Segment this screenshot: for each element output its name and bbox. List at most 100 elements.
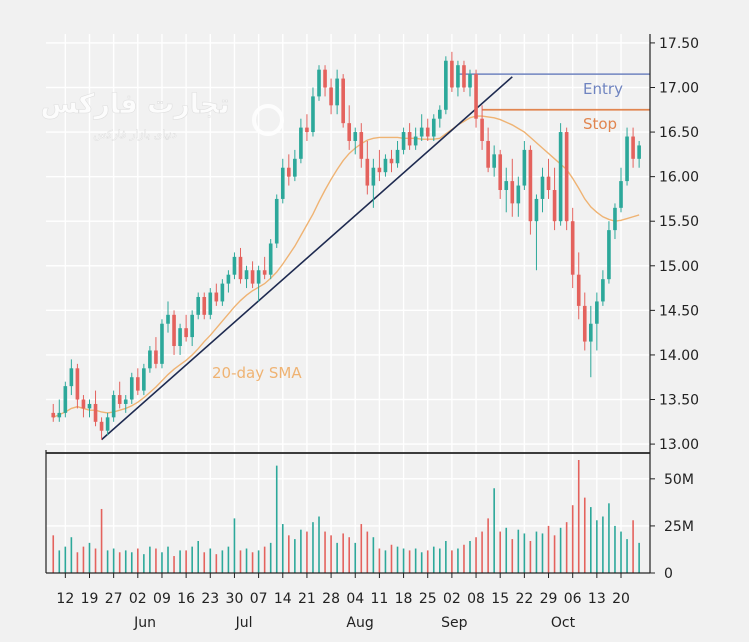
candle <box>323 65 327 97</box>
candle <box>492 145 496 177</box>
x-month-label: Sep <box>441 615 468 631</box>
x-day-label: 29 <box>540 591 558 607</box>
volume-bars <box>52 460 640 573</box>
candle-body <box>57 412 62 418</box>
candle <box>286 154 291 186</box>
candle-body <box>87 403 92 409</box>
price-tick-label: 13.00 <box>659 437 699 453</box>
candle <box>75 363 80 409</box>
axes <box>45 34 655 578</box>
candle-body <box>286 167 291 177</box>
candle-body <box>510 181 515 204</box>
candle <box>395 140 400 168</box>
candle <box>57 399 62 422</box>
candle-body <box>613 207 617 231</box>
sma-label: 20-day SMA <box>212 364 302 382</box>
candle-body <box>389 158 394 164</box>
candle <box>293 149 297 182</box>
candle <box>504 167 509 213</box>
candle <box>413 127 418 150</box>
sma-line <box>52 115 640 418</box>
watermark: تجارت فارکس دنیای بازار فارکس <box>40 89 284 141</box>
x-day-label: 13 <box>588 591 606 607</box>
candle-body <box>450 60 454 88</box>
price-tick-label: 14.00 <box>659 348 699 364</box>
x-day-label: 23 <box>201 591 219 607</box>
candle <box>232 252 237 280</box>
candle <box>450 51 454 92</box>
volume-tick-label: 25M <box>664 519 694 535</box>
candle-body <box>190 314 194 338</box>
x-day-label: 12 <box>56 591 74 607</box>
candle <box>184 314 188 342</box>
candle-body <box>311 96 315 133</box>
candle <box>329 78 333 115</box>
candle-body <box>238 256 243 280</box>
candle-body <box>564 132 569 222</box>
candle-body <box>588 323 593 342</box>
candle-body <box>607 230 611 280</box>
candle <box>299 118 303 164</box>
x-day-label: 04 <box>346 591 364 607</box>
candle-body <box>317 69 321 97</box>
candle-body <box>63 386 68 413</box>
candle-body <box>431 118 436 137</box>
x-day-label: 20 <box>612 591 630 607</box>
candle-body <box>202 296 207 315</box>
candle-body <box>244 270 249 280</box>
candle <box>359 123 364 168</box>
entry-label: Entry <box>583 80 623 98</box>
candle <box>353 127 358 155</box>
candle <box>637 140 641 168</box>
candle <box>214 283 219 306</box>
candle-body <box>341 78 345 124</box>
candle-body <box>166 314 170 324</box>
candle <box>280 158 285 204</box>
candle-body <box>280 167 285 199</box>
candle <box>317 65 321 101</box>
candle <box>196 292 201 320</box>
x-month-label: Jul <box>235 615 253 631</box>
candle <box>256 265 261 302</box>
x-day-label: 09 <box>153 591 171 607</box>
candle <box>595 292 599 351</box>
candle-body <box>413 136 418 146</box>
candle-body <box>498 154 503 191</box>
candle <box>347 105 352 150</box>
candle-body <box>208 292 213 315</box>
x-day-label: 18 <box>395 591 413 607</box>
price-tick-label: 13.50 <box>659 393 699 409</box>
candle-body <box>51 412 56 418</box>
x-day-label: 19 <box>81 591 99 607</box>
candle <box>220 279 225 306</box>
candle-body <box>123 399 128 404</box>
candle-body <box>425 127 430 137</box>
x-day-label: 27 <box>105 591 123 607</box>
candle-body <box>462 65 466 88</box>
candle <box>419 114 424 141</box>
candle-body <box>347 123 352 141</box>
candle <box>81 395 86 418</box>
candle <box>510 158 515 217</box>
candle <box>462 60 466 92</box>
candle <box>625 127 629 186</box>
candle <box>582 292 587 351</box>
candle-body <box>437 109 442 119</box>
candle <box>407 123 412 150</box>
candle <box>154 337 158 369</box>
candle <box>522 140 527 191</box>
candle-body <box>419 127 424 137</box>
x-day-label: 15 <box>491 591 509 607</box>
candles <box>51 51 641 440</box>
candle-body <box>492 154 496 168</box>
candle <box>87 399 92 418</box>
price-tick-label: 15.00 <box>659 259 699 275</box>
candle <box>99 417 104 440</box>
candle <box>274 194 279 248</box>
candle <box>570 207 575 289</box>
candle <box>166 301 170 333</box>
x-day-label: 28 <box>322 591 340 607</box>
candle-body <box>570 221 575 275</box>
candle-body <box>480 118 484 141</box>
stop-label: Stop <box>583 115 617 133</box>
